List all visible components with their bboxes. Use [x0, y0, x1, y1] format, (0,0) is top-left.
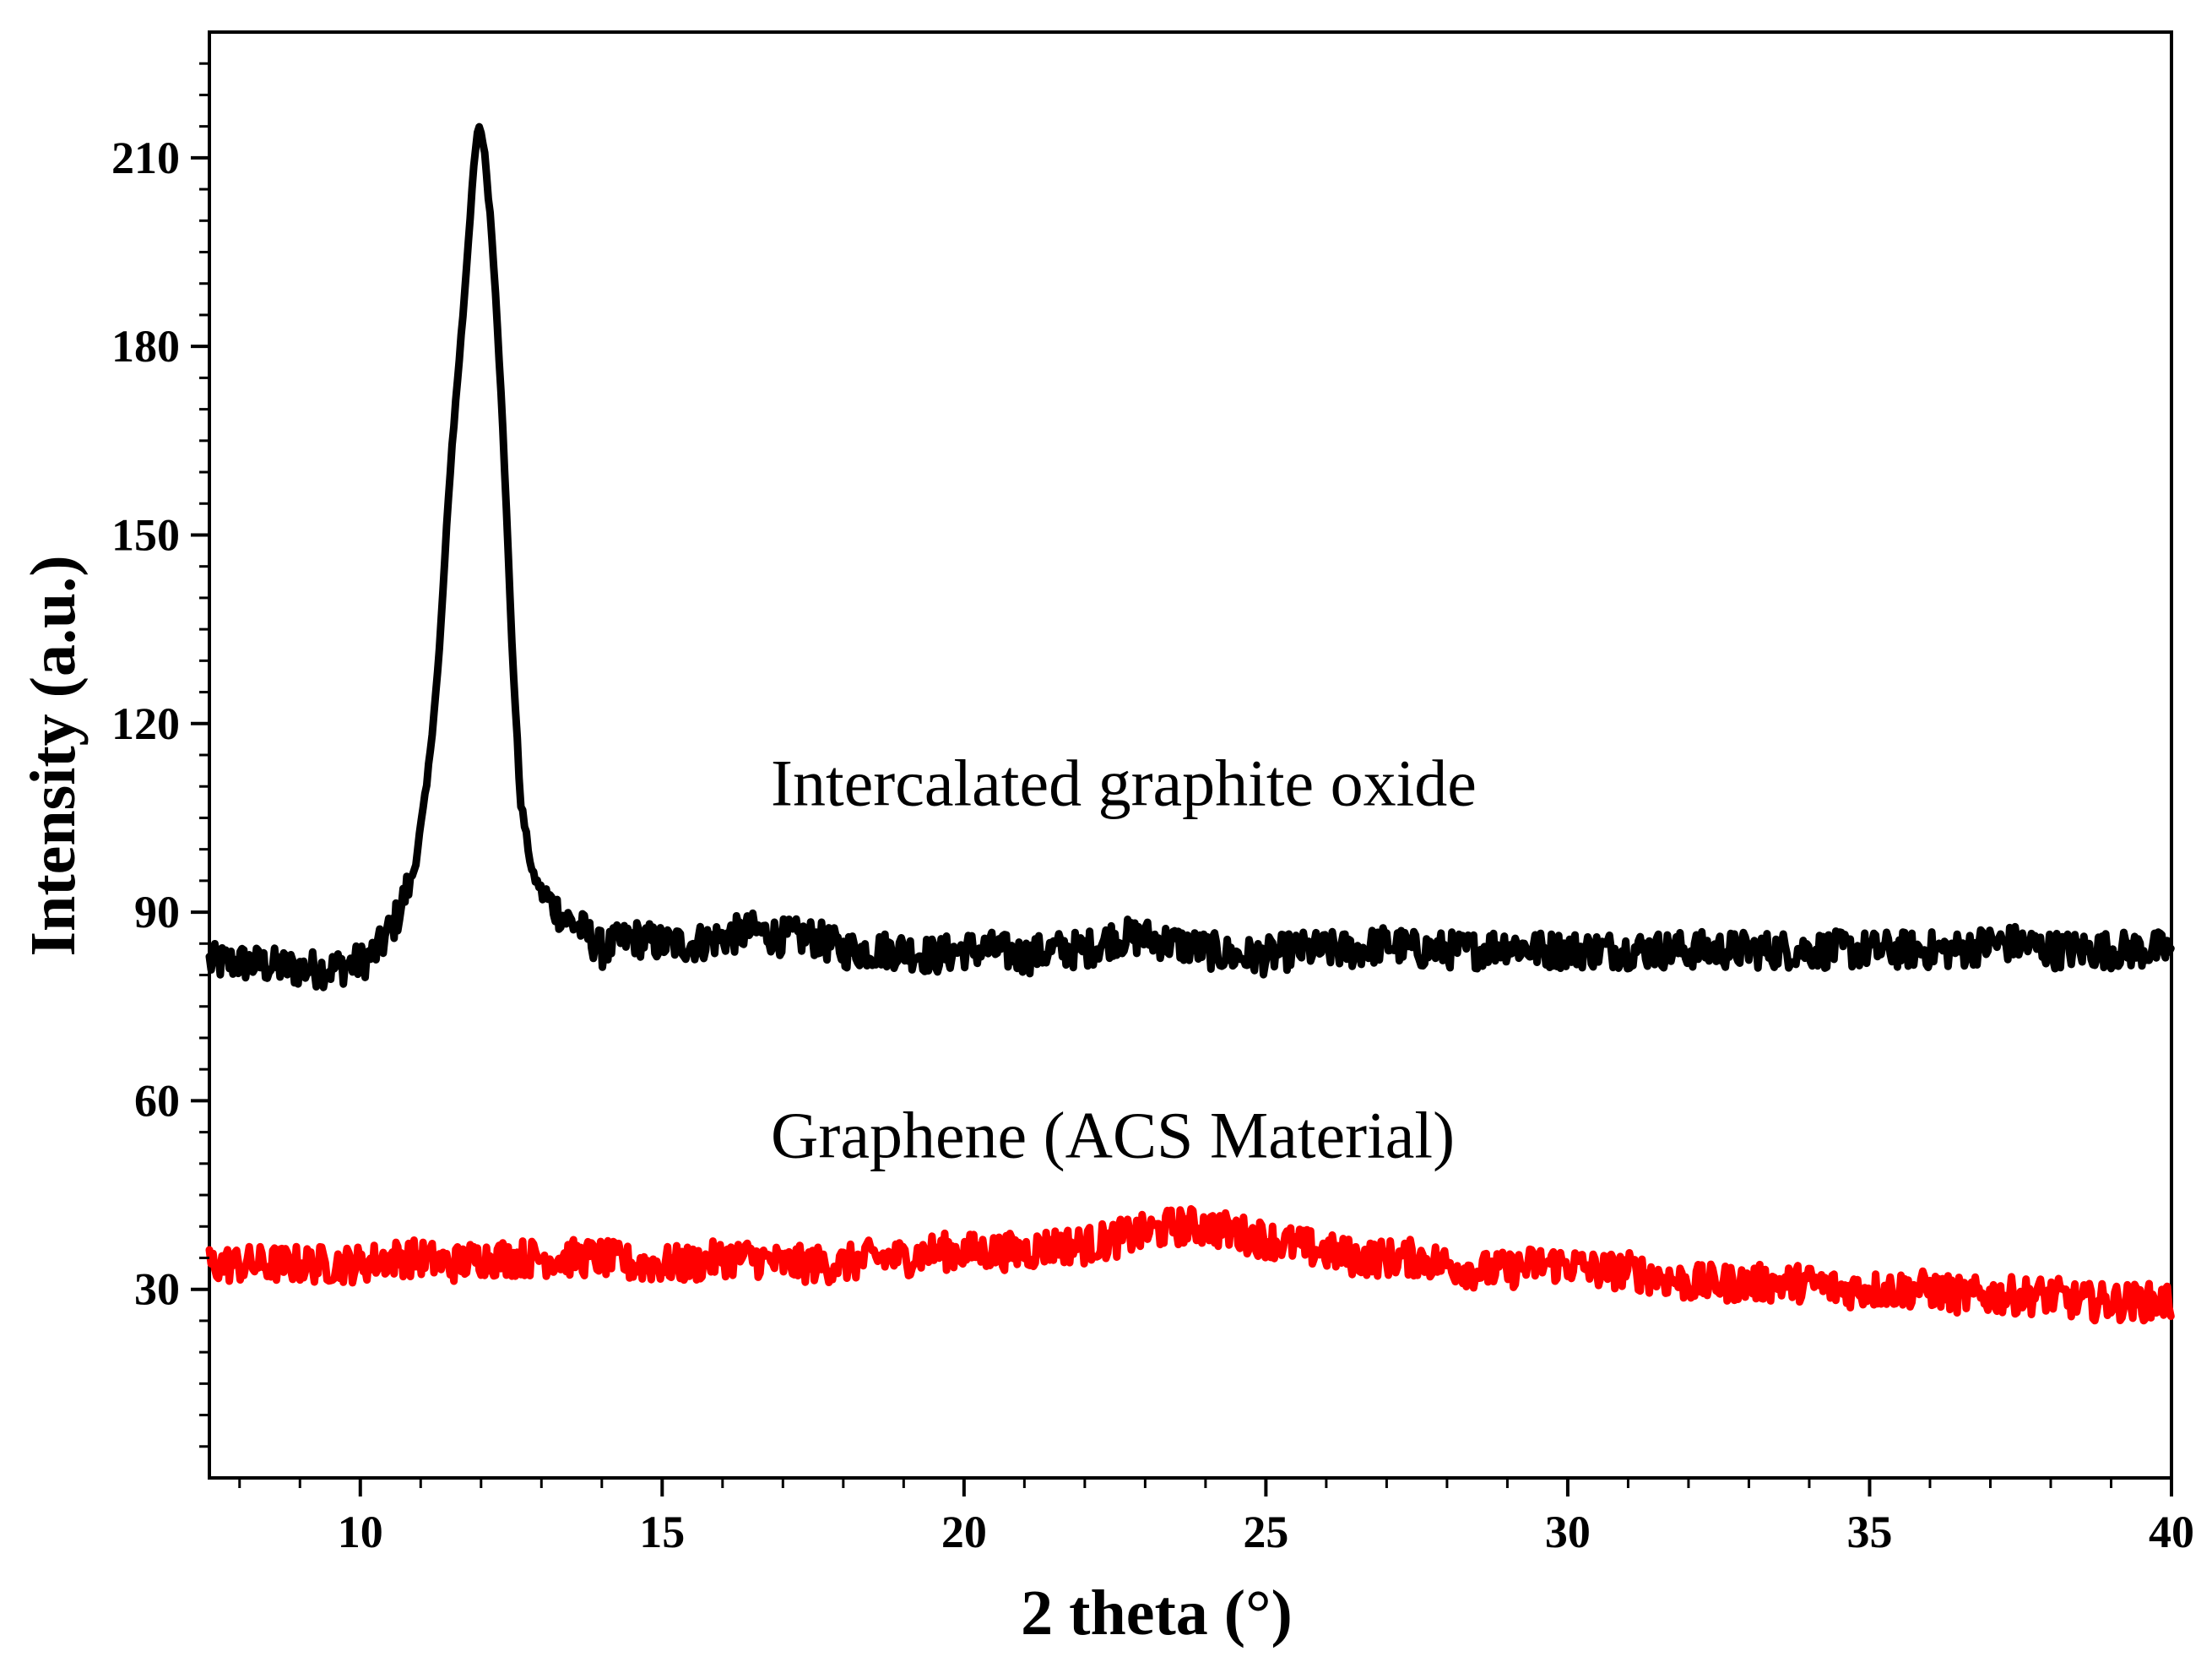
y-tick-label: 150 — [111, 509, 180, 560]
y-tick-label: 180 — [111, 321, 180, 372]
tick-layer: 10 15 20 25 30 35 40 30 60 90 120 150 180 210 — [111, 62, 2194, 1557]
annotation-layer: Intercalated graphite oxide Graphene (ACS… — [771, 747, 1477, 1172]
x-tick-label: 15 — [639, 1507, 685, 1557]
x-axis-title: 2 theta (°) — [1021, 1578, 1293, 1649]
y-tick-label: 210 — [111, 133, 180, 183]
series-line-graphene — [205, 1205, 2175, 1325]
y-tick-label: 120 — [111, 698, 180, 749]
y-tick-label: 60 — [134, 1075, 180, 1126]
series-layer — [205, 122, 2175, 1325]
y-tick-label: 30 — [134, 1264, 180, 1315]
x-tick-label: 40 — [2149, 1507, 2194, 1557]
x-tick-label: 10 — [338, 1507, 383, 1557]
y-axis-title: Intensity (a.u.) — [18, 555, 89, 956]
series-line-graphite-oxide — [205, 122, 2175, 991]
x-tick-label: 25 — [1243, 1507, 1288, 1557]
annotation-graphene: Graphene (ACS Material) — [771, 1098, 1455, 1171]
x-tick-label: 20 — [941, 1507, 987, 1557]
x-tick-label: 30 — [1545, 1507, 1591, 1557]
y-tick-label: 90 — [134, 887, 180, 937]
x-tick-label: 35 — [1846, 1507, 1892, 1557]
annotation-graphite-oxide: Intercalated graphite oxide — [771, 747, 1477, 820]
